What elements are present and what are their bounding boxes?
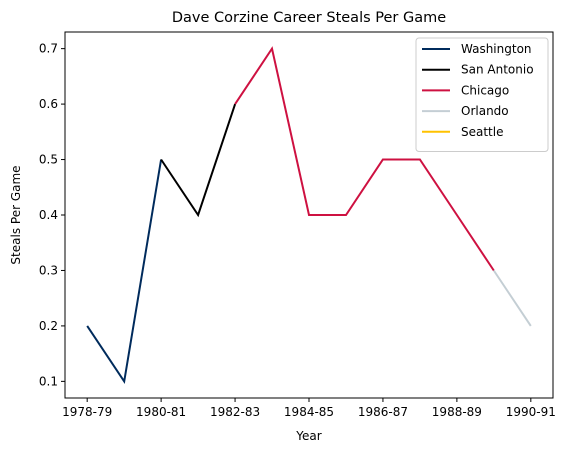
y-tick-label: 0.1: [39, 374, 58, 388]
x-tick-label: 1986-87: [358, 405, 408, 419]
x-tick-label: 1990-91: [506, 405, 556, 419]
series-line-washington: [86, 159, 163, 385]
legend-label-washington: Washington: [461, 42, 532, 56]
x-tick-label: 1978-79: [62, 405, 112, 419]
legend-label-orlando: Orlando: [461, 104, 509, 118]
y-axis-label: Steals Per Game: [9, 165, 23, 264]
x-tick-label: 1982-83: [210, 405, 260, 419]
x-axis: 1978-79 1980-81 1982-83 1984-85 1986-87 1988-…: [62, 398, 556, 419]
y-tick-label: 0.6: [39, 97, 58, 111]
chart-title: Dave Corzine Career Steals Per Game: [172, 10, 446, 26]
legend-label-seattle: Seattle: [461, 125, 503, 139]
y-tick-label: 0.4: [39, 208, 58, 222]
x-axis-label: Year: [295, 429, 321, 443]
legend-label-san-antonio: San Antonio: [461, 63, 534, 77]
series-line-chicago: [234, 46, 495, 272]
plot-area: [86, 46, 532, 385]
series-line-san-antonio: [160, 103, 237, 218]
x-tick-label: 1988-89: [432, 405, 482, 419]
series-line-orlando: [492, 269, 532, 327]
y-axis: 0.1 0.2 0.3 0.4 0.5 0.6 0.7: [39, 42, 65, 388]
x-tick-label: 1980-81: [136, 405, 186, 419]
legend: Washington San Antonio Chicago Orlando Seatt…: [415, 37, 549, 152]
legend-box: [415, 37, 549, 152]
y-tick-label: 0.5: [39, 153, 58, 167]
y-tick-label: 0.3: [39, 263, 58, 277]
x-tick-label: 1984-85: [284, 405, 334, 419]
y-tick-label: 0.2: [39, 319, 58, 333]
y-tick-label: 0.7: [39, 42, 58, 56]
legend-label-chicago: Chicago: [461, 83, 509, 97]
